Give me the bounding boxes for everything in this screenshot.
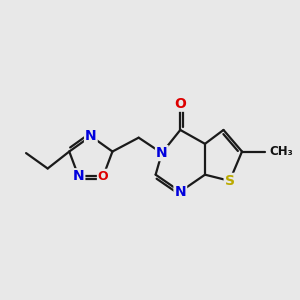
Text: O: O bbox=[98, 170, 109, 183]
Text: O: O bbox=[174, 97, 186, 111]
Text: N: N bbox=[85, 129, 97, 143]
Text: CH₃: CH₃ bbox=[270, 145, 293, 158]
Text: N: N bbox=[175, 184, 186, 199]
Text: N: N bbox=[73, 169, 84, 183]
Text: S: S bbox=[225, 174, 235, 188]
Text: N: N bbox=[156, 146, 168, 160]
